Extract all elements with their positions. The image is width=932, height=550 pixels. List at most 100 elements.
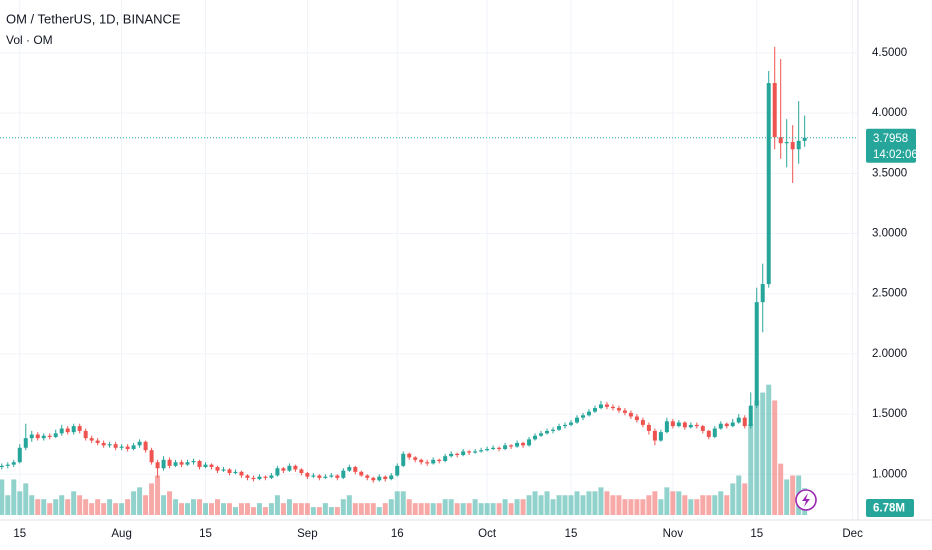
volume-bar: [538, 495, 544, 515]
volume-bar: [155, 475, 161, 515]
candle-body: [215, 467, 220, 471]
x-tick-label: 15: [565, 528, 578, 540]
y-tick-label: 1.0000: [872, 468, 907, 480]
candle-body: [53, 433, 58, 437]
candle-body: [580, 415, 585, 418]
volume-bar: [484, 503, 490, 515]
volume-bar: [113, 503, 119, 515]
candle-body: [407, 453, 412, 458]
candle-body: [275, 468, 280, 476]
candle-body: [598, 404, 603, 409]
candle-body: [545, 430, 550, 434]
candle-body: [640, 420, 645, 425]
volume-bar: [29, 495, 35, 515]
candle-body: [802, 137, 807, 141]
candle-body: [539, 433, 544, 436]
x-tick-label: Oct: [478, 528, 497, 540]
x-tick-label: Nov: [663, 528, 684, 540]
volume-bar: [280, 503, 286, 515]
volume-bar: [125, 499, 131, 515]
candle-body: [634, 416, 639, 421]
candle-body: [401, 453, 406, 466]
volume-bar: [77, 495, 83, 515]
candle-body: [359, 471, 364, 476]
volume-bar: [83, 499, 89, 515]
y-tick-label: 3.0000: [872, 228, 907, 240]
candle-body: [89, 438, 94, 441]
volume-bar: [424, 503, 430, 515]
volume-bar: [526, 495, 532, 515]
volume-bar: [0, 479, 5, 515]
volume-bar: [340, 499, 346, 515]
volume-bar: [466, 503, 472, 515]
candle-body: [664, 421, 669, 433]
candle-body: [658, 432, 663, 441]
grid: [0, 0, 858, 520]
volume-bar: [604, 491, 610, 515]
y-tick-label: 1.5000: [872, 408, 907, 420]
volume-pane: [0, 384, 808, 515]
volume-bar: [646, 495, 652, 515]
candle-body: [479, 450, 484, 452]
volume-bar: [197, 499, 203, 515]
volume-bar: [292, 503, 298, 515]
candle-body: [628, 412, 633, 417]
candle-body: [59, 428, 64, 434]
lightning-icon[interactable]: [795, 489, 817, 511]
volume-bar: [137, 487, 143, 515]
volume-bar: [550, 499, 556, 515]
candle-body: [622, 410, 627, 413]
candle-body: [760, 284, 765, 303]
last-volume-badge: [866, 499, 914, 517]
volume-bar: [250, 507, 256, 515]
candle-body: [437, 459, 442, 462]
candle-body: [521, 442, 526, 446]
volume-bar: [640, 499, 646, 515]
volume-bar: [310, 507, 316, 515]
volume-bar: [232, 507, 238, 515]
candle-body: [497, 447, 502, 449]
candle-body: [395, 465, 400, 476]
candle-body: [431, 459, 436, 464]
price-pane: [0, 46, 858, 483]
x-tick-label: 15: [750, 528, 763, 540]
volume-bar: [268, 503, 274, 515]
candle-body: [107, 444, 112, 446]
candle-body: [347, 467, 352, 471]
volume-bar: [167, 491, 173, 515]
volume-bar: [238, 503, 244, 515]
volume-bar: [700, 495, 706, 515]
candle-body: [167, 459, 172, 466]
candle-body: [251, 477, 256, 480]
candle-body: [610, 406, 615, 409]
candle-body: [682, 422, 687, 428]
volume-bar: [742, 483, 748, 515]
volume-bar: [400, 491, 406, 515]
candle-body: [455, 453, 460, 455]
candle-body: [353, 467, 358, 472]
volume-bar: [772, 400, 778, 515]
candle-body: [515, 442, 520, 447]
chart-title: OM / TetherUS, 1D, BINANCE: [6, 11, 181, 26]
volume-bar: [17, 491, 23, 515]
candle-body: [299, 469, 304, 474]
candle-body: [137, 441, 142, 446]
candle-body: [748, 405, 753, 427]
candle-body: [592, 408, 597, 412]
volume-bar: [334, 507, 340, 515]
candle-body: [47, 435, 52, 437]
y-tick-label: 4.0000: [872, 107, 907, 119]
volume-bar: [304, 503, 310, 515]
candle-body: [0, 465, 4, 468]
volume-bar: [220, 503, 226, 515]
candle-body: [11, 462, 16, 465]
volume-bar: [119, 503, 125, 515]
volume-bar: [520, 499, 526, 515]
volume-bar: [274, 495, 280, 515]
candle-body: [17, 447, 22, 463]
candle-body: [95, 440, 100, 443]
x-tick-label: Aug: [111, 528, 131, 540]
axis-labels: 1.0000 1.5000 2.0000 2.5000 3.0000 3.5000 4.00…: [13, 47, 917, 540]
candle-body: [473, 451, 478, 453]
volume-bar: [532, 491, 538, 515]
